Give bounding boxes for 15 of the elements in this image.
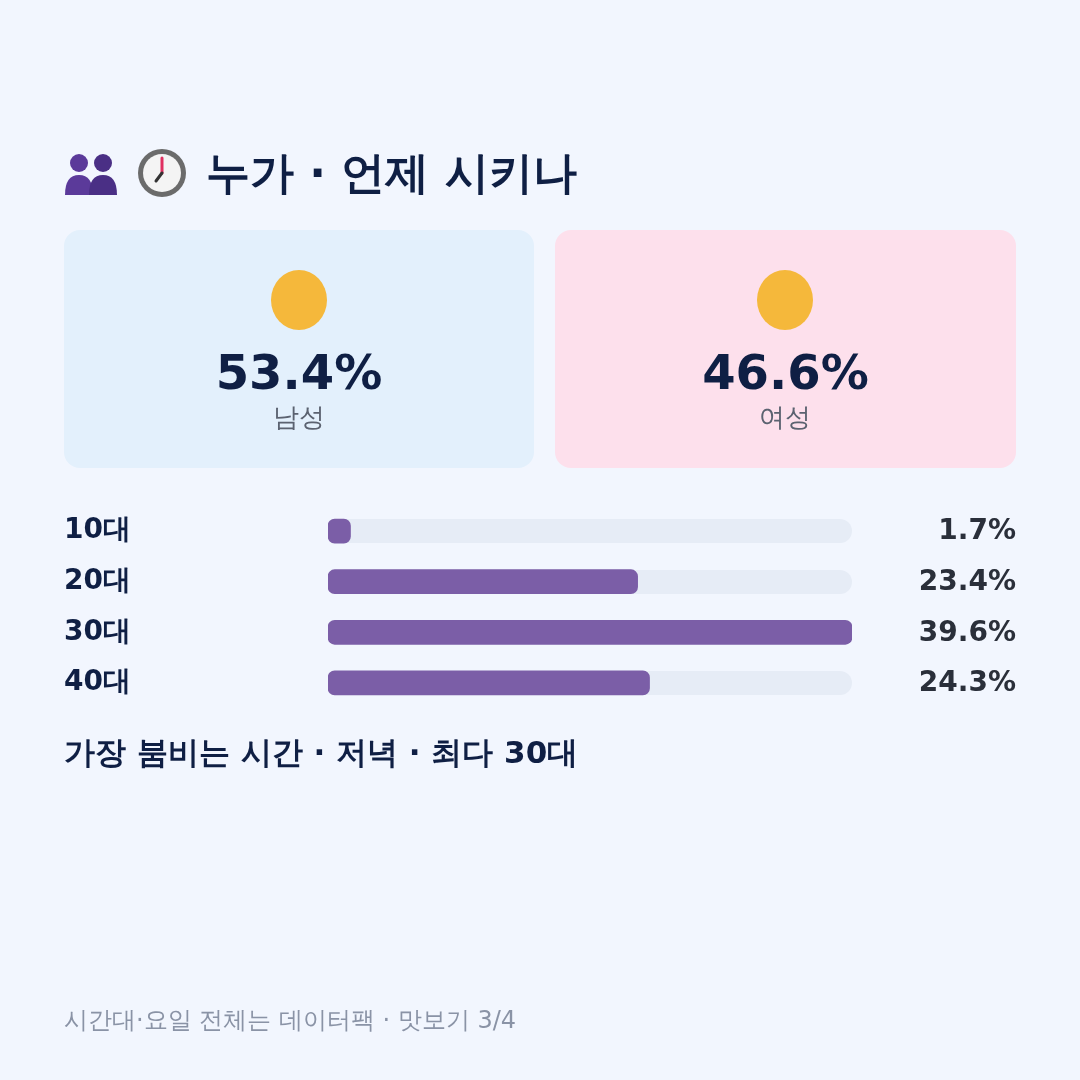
data-label: 1.7% xyxy=(938,513,1016,547)
y-tick-label: 10대 xyxy=(64,512,131,546)
y-tick-label: 40대 xyxy=(64,664,131,698)
data-label: 53.4% xyxy=(215,344,383,400)
data-label: 46.6% xyxy=(702,344,869,400)
text: 누가 · 언제 시키나 xyxy=(206,145,577,200)
y-tick-label: 20대 xyxy=(64,562,131,596)
data-label: 24.3% xyxy=(918,665,1016,699)
text: 가장 붐비는 시간 · 저녁 · 최다 30대 xyxy=(64,733,579,772)
category-label: 여성 xyxy=(759,401,812,434)
y-tick-label: 30대 xyxy=(64,613,131,647)
data-label: 23.4% xyxy=(918,563,1016,597)
data-label: 39.6% xyxy=(918,614,1016,648)
category-label: 남성 xyxy=(272,401,325,434)
text: 시간대·요일 전체는 데이터팩 · 맛보기 3/4 xyxy=(64,1005,517,1036)
